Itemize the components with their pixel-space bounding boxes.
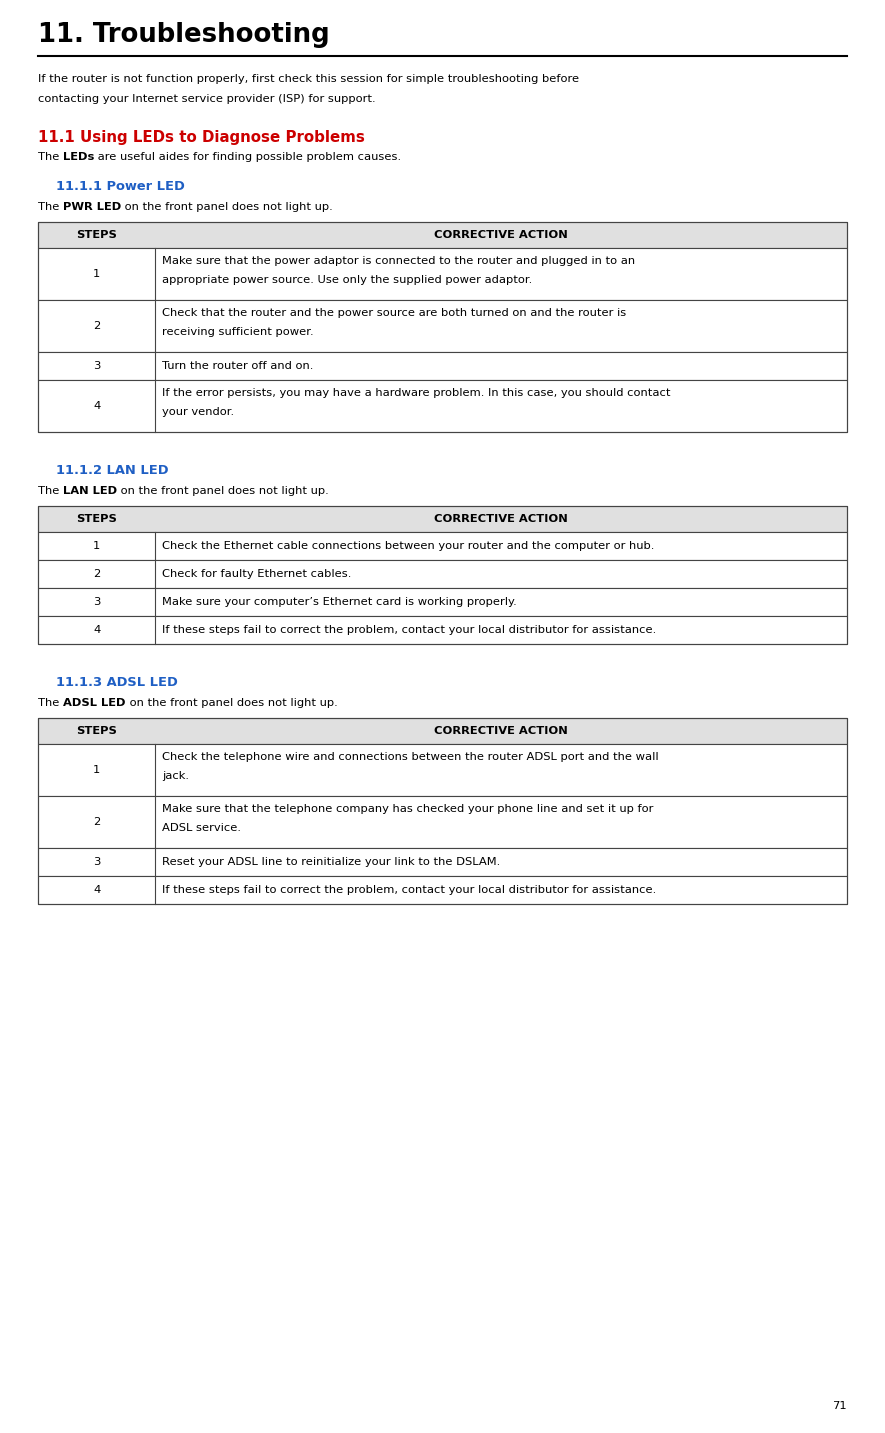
- Text: 11.1.3 ADSL LED: 11.1.3 ADSL LED: [56, 676, 178, 689]
- Text: 3: 3: [93, 598, 100, 608]
- Text: Turn the router off and on.: Turn the router off and on.: [162, 361, 313, 371]
- Text: 11. Troubleshooting: 11. Troubleshooting: [38, 21, 329, 47]
- Text: If these steps fail to correct the problem, contact your local distributor for a: If these steps fail to correct the probl…: [162, 886, 657, 896]
- Bar: [38, 248, 847, 299]
- Bar: [38, 795, 847, 848]
- Text: STEPS: STEPS: [76, 514, 117, 524]
- Text: 1: 1: [93, 269, 100, 279]
- Text: Make sure that the power adaptor is connected to the router and plugged in to an: Make sure that the power adaptor is conn…: [162, 257, 635, 267]
- Text: 4: 4: [93, 625, 100, 635]
- Text: receiving sufficient power.: receiving sufficient power.: [162, 327, 314, 337]
- Text: ADSL service.: ADSL service.: [162, 823, 242, 833]
- Text: Make sure that the telephone company has checked your phone line and set it up f: Make sure that the telephone company has…: [162, 804, 654, 814]
- Text: The: The: [38, 486, 63, 496]
- Text: on the front panel does not light up.: on the front panel does not light up.: [126, 698, 337, 708]
- Bar: [38, 380, 847, 431]
- Text: Check that the router and the power source are both turned on and the router is: Check that the router and the power sour…: [162, 308, 627, 318]
- Text: LAN LED: LAN LED: [63, 486, 117, 496]
- Text: on the front panel does not light up.: on the front panel does not light up.: [121, 202, 333, 212]
- Bar: [38, 744, 847, 795]
- Text: Check for faulty Ethernet cables.: Check for faulty Ethernet cables.: [162, 569, 351, 579]
- Text: 3: 3: [93, 857, 100, 867]
- Text: 2: 2: [93, 321, 100, 331]
- Text: appropriate power source. Use only the supplied power adaptor.: appropriate power source. Use only the s…: [162, 275, 533, 285]
- Text: Check the Ethernet cable connections between your router and the computer or hub: Check the Ethernet cable connections bet…: [162, 542, 655, 552]
- Bar: [38, 506, 847, 532]
- Bar: [38, 222, 847, 248]
- Text: contacting your Internet service provider (ISP) for support.: contacting your Internet service provide…: [38, 95, 375, 105]
- Bar: [38, 876, 847, 904]
- Text: jack.: jack.: [162, 771, 189, 781]
- Text: The: The: [38, 698, 63, 708]
- Bar: [38, 616, 847, 643]
- Text: your vendor.: your vendor.: [162, 407, 235, 417]
- Bar: [38, 506, 847, 643]
- Bar: [38, 718, 847, 904]
- Text: ADSL LED: ADSL LED: [63, 698, 126, 708]
- Text: PWR LED: PWR LED: [63, 202, 121, 212]
- Bar: [38, 532, 847, 560]
- Text: LEDs: LEDs: [63, 152, 95, 162]
- Text: 11.1 Using LEDs to Diagnose Problems: 11.1 Using LEDs to Diagnose Problems: [38, 130, 365, 145]
- Text: 1: 1: [93, 765, 100, 775]
- Bar: [38, 718, 847, 744]
- Text: If these steps fail to correct the problem, contact your local distributor for a: If these steps fail to correct the probl…: [162, 625, 657, 635]
- Text: CORRECTIVE ACTION: CORRECTIVE ACTION: [435, 727, 568, 737]
- Bar: [38, 588, 847, 616]
- Text: CORRECTIVE ACTION: CORRECTIVE ACTION: [435, 231, 568, 239]
- Bar: [38, 353, 847, 380]
- Text: The: The: [38, 152, 63, 162]
- Text: The: The: [38, 202, 63, 212]
- Bar: [38, 299, 847, 353]
- Text: If the error persists, you may have a hardware problem. In this case, you should: If the error persists, you may have a ha…: [162, 388, 671, 398]
- Text: STEPS: STEPS: [76, 231, 117, 239]
- Text: are useful aides for finding possible problem causes.: are useful aides for finding possible pr…: [95, 152, 402, 162]
- Text: 1: 1: [93, 542, 100, 552]
- Text: Make sure your computer’s Ethernet card is working properly.: Make sure your computer’s Ethernet card …: [162, 598, 517, 608]
- Text: 4: 4: [93, 886, 100, 896]
- Text: Reset your ADSL line to reinitialize your link to the DSLAM.: Reset your ADSL line to reinitialize you…: [162, 857, 501, 867]
- Text: 4: 4: [93, 401, 100, 411]
- Text: Check the telephone wire and connections between the router ADSL port and the wa: Check the telephone wire and connections…: [162, 752, 659, 762]
- Bar: [38, 222, 847, 431]
- Text: STEPS: STEPS: [76, 727, 117, 737]
- Text: 11.1.2 LAN LED: 11.1.2 LAN LED: [56, 464, 168, 477]
- Text: 2: 2: [93, 817, 100, 827]
- Text: 11.1.1 Power LED: 11.1.1 Power LED: [56, 181, 185, 193]
- Text: If the router is not function properly, first check this session for simple trou: If the router is not function properly, …: [38, 75, 579, 85]
- Text: 2: 2: [93, 569, 100, 579]
- Text: 3: 3: [93, 361, 100, 371]
- Text: on the front panel does not light up.: on the front panel does not light up.: [117, 486, 329, 496]
- Bar: [38, 560, 847, 588]
- Text: 71: 71: [833, 1401, 847, 1412]
- Bar: [38, 848, 847, 876]
- Text: CORRECTIVE ACTION: CORRECTIVE ACTION: [435, 514, 568, 524]
